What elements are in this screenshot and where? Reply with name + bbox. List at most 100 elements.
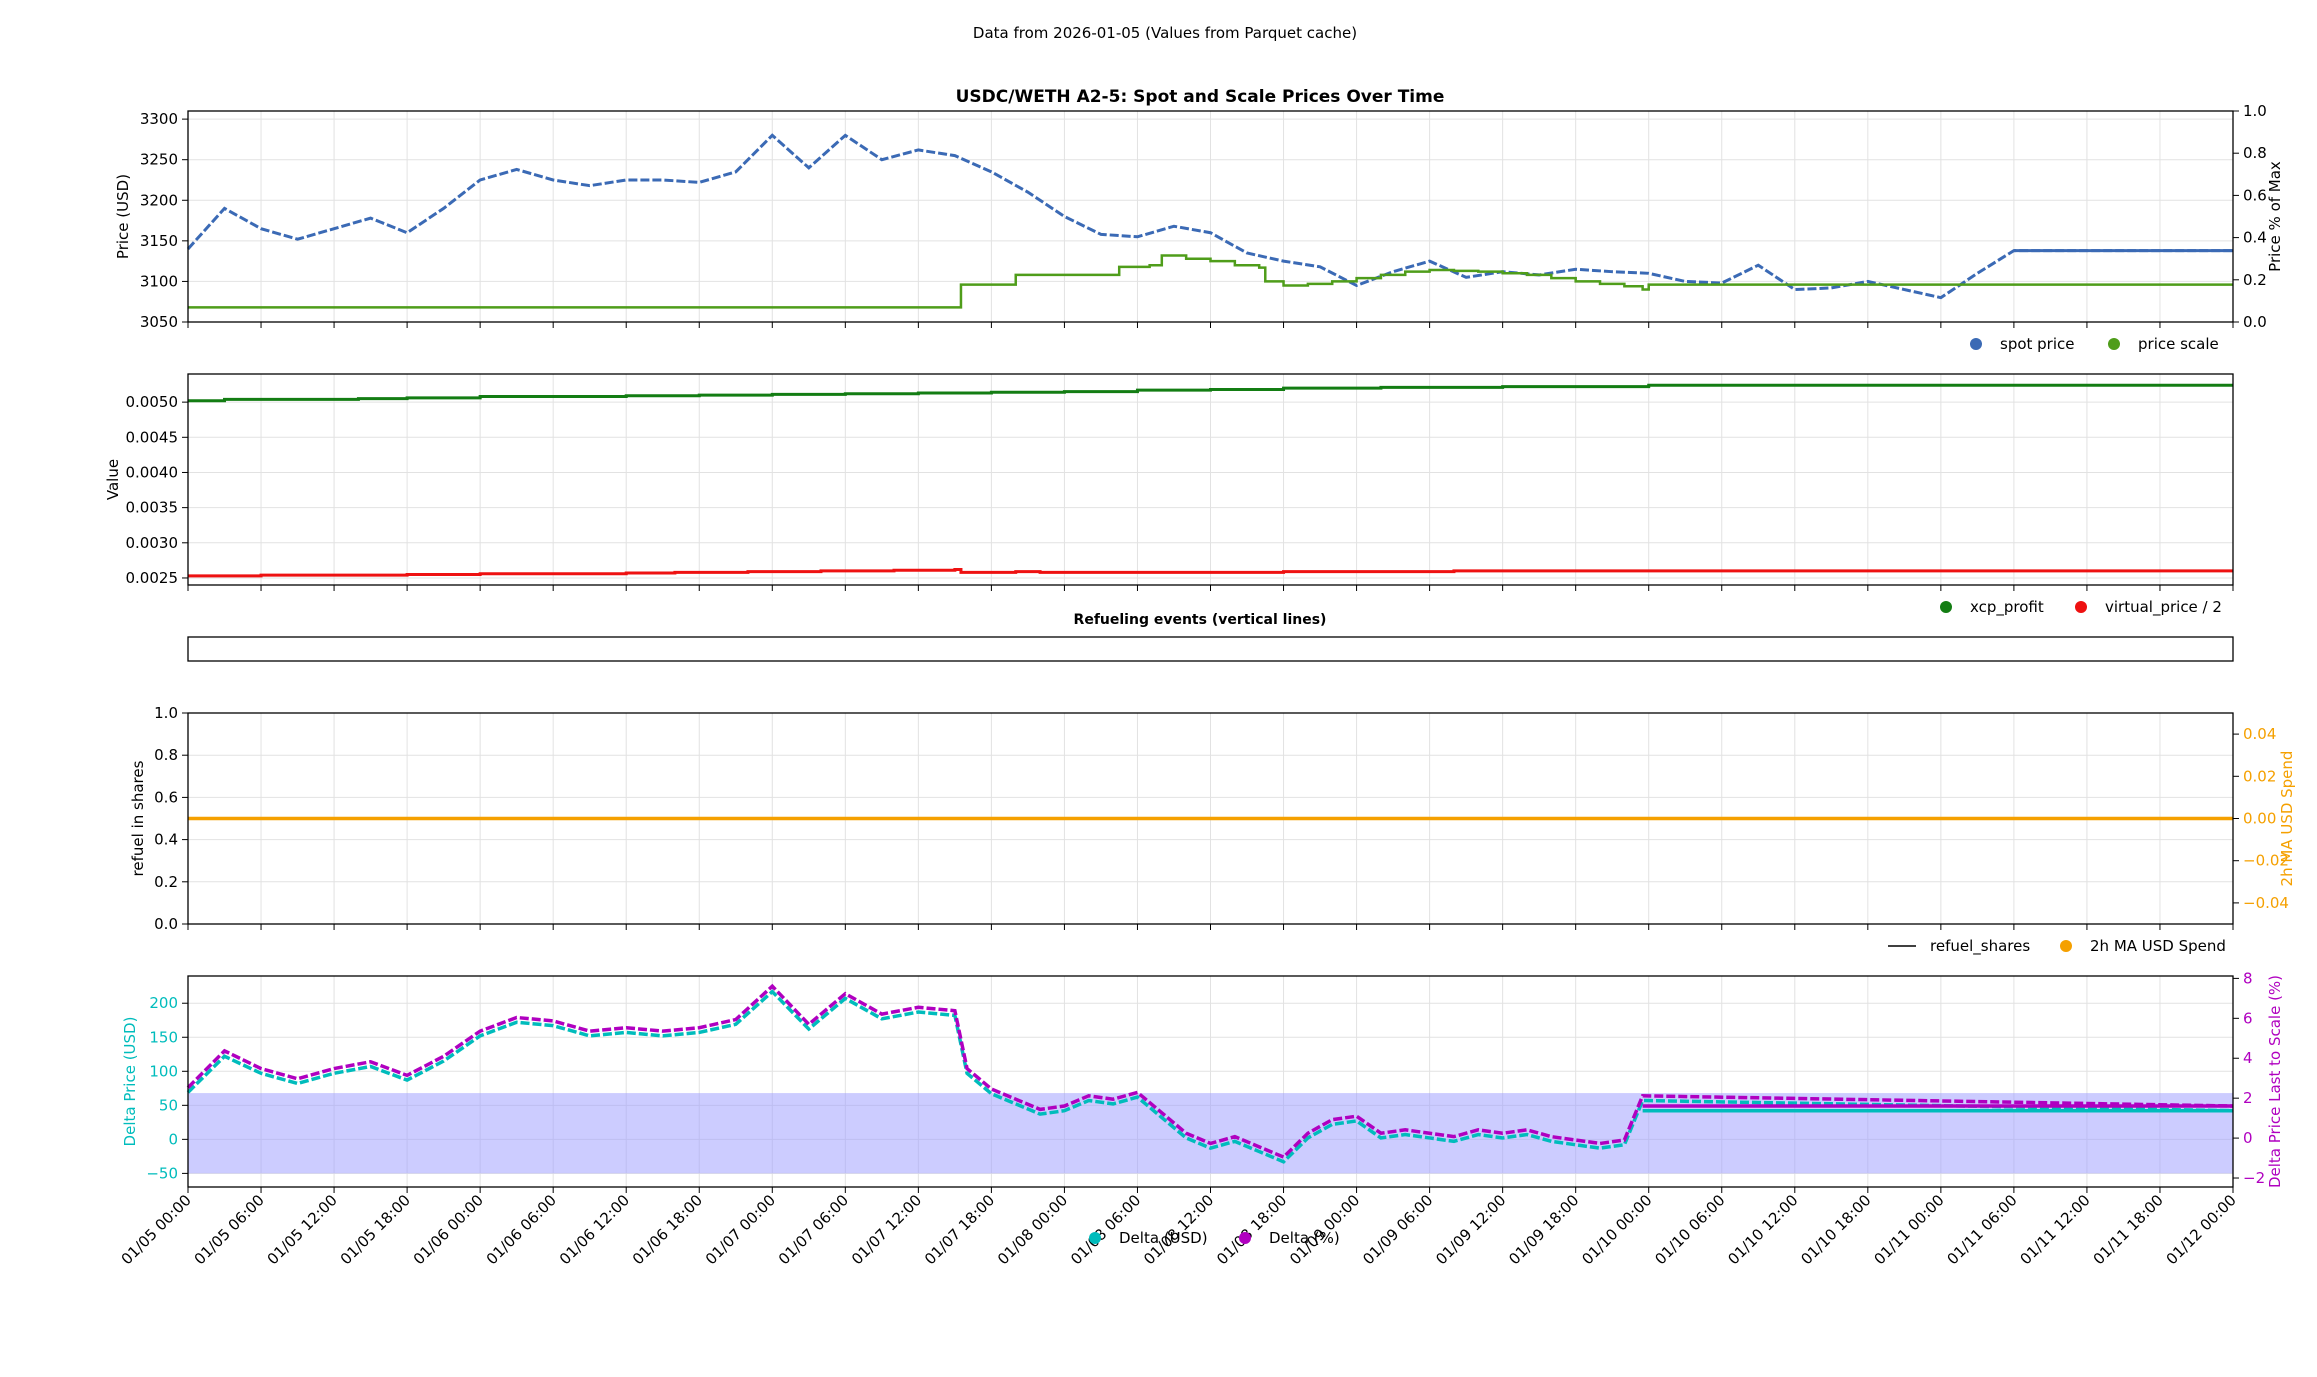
x-tick-label: 01/10 06:00 <box>1651 1191 1728 1268</box>
legend-spot-price-marker <box>1970 338 1982 350</box>
y-right-tick-label: −0.04 <box>2243 894 2289 912</box>
legend-delta-usd-label: Delta (USD) <box>1119 1229 1208 1247</box>
y-tick-label: 0.6 <box>154 788 178 806</box>
x-tick-label: 01/07 00:00 <box>702 1191 779 1268</box>
y-tick-label: 3150 <box>140 232 178 250</box>
refuel-panel: 0.0 0.2 0.4 0.6 0.8 1.0 −0.04 −0.02 0.00 0.02 0.04… <box>129 704 2296 933</box>
y-tick-label: 0.8 <box>154 746 178 764</box>
y-right-tick-label: 0.0 <box>2243 313 2267 331</box>
y-tick-label: 0.4 <box>154 831 178 849</box>
virtual-price-series <box>188 568 2233 578</box>
x-tick-label: 01/07 12:00 <box>848 1191 925 1268</box>
y-tick-label: 0.0 <box>154 915 178 933</box>
y-tick-label: 0.0025 <box>126 569 179 587</box>
legend-delta-usd-marker <box>1089 1232 1101 1244</box>
y-tick-label: 1.0 <box>154 704 178 722</box>
x-tick-label: 01/12 00:00 <box>2163 1191 2240 1268</box>
x-tick-label: 01/08 00:00 <box>994 1191 1071 1268</box>
x-tick-label: 01/11 00:00 <box>1870 1191 1947 1268</box>
y-tick-label: 200 <box>149 994 178 1012</box>
x-tick-label: 01/09 18:00 <box>1505 1191 1582 1268</box>
profit-panel: 0.0025 0.0030 0.0035 0.0040 0.0045 0.0050 Valu… <box>104 373 2234 591</box>
y-tick-label: 3250 <box>140 151 178 169</box>
y-right-tick-label: 0.02 <box>2243 767 2276 785</box>
legend-virtual-price-marker <box>2075 601 2087 613</box>
y-right-tick-label: 4 <box>2243 1049 2253 1067</box>
y-tick-label: 0 <box>168 1130 178 1148</box>
legend-delta-pct-label: Delta (%) <box>1269 1229 1340 1247</box>
panel3-frame <box>187 636 2234 662</box>
x-tick-label: 01/11 12:00 <box>2017 1191 2094 1268</box>
panel4-ylabel: refuel in shares <box>129 760 147 876</box>
y-tick-label: 0.0050 <box>126 393 179 411</box>
x-tick-label: 01/05 12:00 <box>264 1191 341 1268</box>
delta-pct-series <box>186 983 2234 1160</box>
x-tick-label: 01/07 18:00 <box>921 1191 998 1268</box>
y-right-tick-label: 0.6 <box>2243 186 2267 204</box>
y-tick-label: 3200 <box>140 191 178 209</box>
x-tick-label: 01/10 18:00 <box>1797 1191 1874 1268</box>
y-tick-label: −50 <box>146 1164 178 1182</box>
x-tick-label: 01/11 06:00 <box>1943 1191 2020 1268</box>
refuel-events-panel: Refueling events (vertical lines) <box>187 612 2234 662</box>
price-scale-series <box>188 254 2233 309</box>
legend-ma-usd-spend-marker <box>2060 940 2072 952</box>
x-tick-label: 01/09 12:00 <box>1432 1191 1509 1268</box>
y-right-tick-label: −2 <box>2243 1169 2265 1187</box>
x-tick-label: 01/07 06:00 <box>775 1191 852 1268</box>
y-tick-label: 0.0030 <box>126 534 179 552</box>
panel2-ylabel: Value <box>104 459 122 500</box>
y-tick-label: 0.0040 <box>126 463 179 481</box>
y-tick-label: 3050 <box>140 313 178 331</box>
legend-spot-price-label: spot price <box>2000 335 2075 353</box>
x-tick-label: 01/05 06:00 <box>191 1191 268 1268</box>
x-tick-label: 01/05 00:00 <box>118 1191 195 1268</box>
x-tick-label: 01/06 12:00 <box>556 1191 633 1268</box>
x-tick-label: 01/11 18:00 <box>2090 1191 2167 1268</box>
panel4-ylabel-right: 2h MA USD Spend <box>2278 751 2296 887</box>
y-right-tick-label: 0.2 <box>2243 271 2267 289</box>
y-right-tick-label: −0.02 <box>2243 852 2289 870</box>
x-tick-label: 01/06 18:00 <box>629 1191 706 1268</box>
y-right-tick-label: 0.4 <box>2243 229 2267 247</box>
legend-delta-pct-marker <box>1239 1232 1251 1244</box>
y-right-tick-label: 6 <box>2243 1009 2253 1027</box>
y-right-tick-label: 0.04 <box>2243 725 2276 743</box>
y-tick-label: 3300 <box>140 110 178 128</box>
y-right-tick-label: 8 <box>2243 969 2253 987</box>
y-right-tick-label: 2 <box>2243 1089 2253 1107</box>
x-tick-label: 01/05 18:00 <box>337 1191 414 1268</box>
panel5-ylabel: Delta Price (USD) <box>121 1017 139 1147</box>
xcp-profit-series <box>188 383 2233 403</box>
spot-price-series <box>186 133 2233 300</box>
legend-refuel-shares-label: refuel_shares <box>1930 937 2030 956</box>
delta-panel: −50 0 50 100 150 200 −2 0 2 4 6 8 Delta Price (USD) D… <box>118 969 2284 1268</box>
legend-virtual-price-label: virtual_price / 2 <box>2105 598 2222 617</box>
y-tick-label: 150 <box>149 1028 178 1046</box>
y-right-tick-label: 1.0 <box>2243 102 2267 120</box>
panel5-ylabel-right: Delta Price Last to Scale (%) <box>2266 975 2284 1188</box>
y-tick-label: 100 <box>149 1062 178 1080</box>
y-right-tick-label: 0.00 <box>2243 810 2276 828</box>
x-tick-label: 01/09 06:00 <box>1359 1191 1436 1268</box>
panel3-title: Refueling events (vertical lines) <box>1074 612 1327 628</box>
y-tick-label: 0.0035 <box>126 499 179 517</box>
x-tick-label: 01/10 12:00 <box>1724 1191 1801 1268</box>
delta-usd-series <box>186 989 2234 1164</box>
legend-ma-usd-spend-label: 2h MA USD Spend <box>2090 937 2226 955</box>
panel1-ylabel: Price (USD) <box>114 174 132 259</box>
y-tick-label: 0.2 <box>154 873 178 891</box>
y-tick-label: 50 <box>159 1096 178 1114</box>
panel1-title: USDC/WETH A2-5: Spot and Scale Prices Ov… <box>956 87 1445 107</box>
panel1-ylabel-right: Price % of Max <box>2266 161 2284 272</box>
legend-price-scale-label: price scale <box>2138 335 2219 353</box>
suptitle: Data from 2026-01-05 (Values from Parque… <box>973 24 1357 42</box>
y-tick-label: 3100 <box>140 272 178 290</box>
y-right-tick-label: 0.8 <box>2243 144 2267 162</box>
spot-scale-panel: USDC/WETH A2-5: Spot and Scale Prices Ov… <box>114 87 2284 331</box>
x-tick-label: 01/06 06:00 <box>483 1191 560 1268</box>
y-right-tick-label: 0 <box>2243 1129 2253 1147</box>
legend-price-scale-marker <box>2108 338 2120 350</box>
legend-xcp-profit-label: xcp_profit <box>1970 598 2044 617</box>
